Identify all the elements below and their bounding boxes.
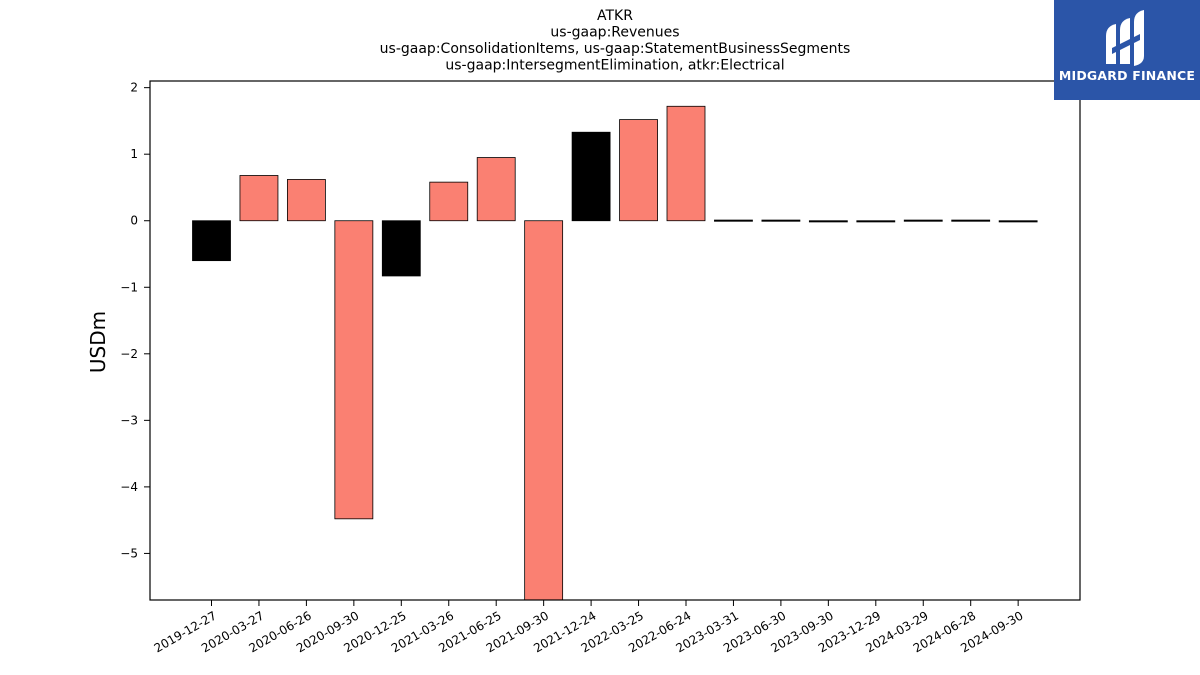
bar-2024-06-28	[951, 219, 991, 222]
plot-frame	[149, 80, 1081, 601]
y-tick-label: −5	[120, 546, 138, 560]
y-axis-label: USDm	[86, 311, 110, 373]
y-tick-label: 1	[130, 147, 138, 161]
bar-2019-12-27	[192, 220, 231, 262]
bar-2024-03-29	[903, 219, 943, 222]
bar-2022-03-25	[619, 119, 658, 222]
bar-2021-09-30	[524, 220, 564, 601]
y-tick-label: −2	[120, 347, 138, 361]
logo-mark-icon	[1106, 10, 1144, 66]
y-tick-label: 2	[130, 81, 138, 95]
bar-2020-09-30	[334, 220, 374, 520]
bar-2023-03-31	[714, 219, 753, 222]
bar-2020-06-26	[286, 179, 326, 222]
title-line: us-gaap:Revenues	[550, 25, 679, 41]
title-line: us-gaap:IntersegmentElimination, atkr:El…	[445, 58, 784, 74]
bar-2020-12-25	[381, 220, 421, 277]
bar-2023-12-29	[856, 220, 896, 223]
y-tick-label: −3	[120, 413, 138, 427]
logo-text: MIDGARD FINANCE	[1058, 68, 1196, 83]
y-tick-label: −4	[120, 480, 138, 494]
bars	[192, 105, 1038, 601]
title-line: ATKR	[597, 8, 633, 24]
bar-2021-06-25	[476, 157, 516, 222]
bar-2023-09-30	[808, 220, 848, 223]
bar-2022-06-24	[666, 105, 706, 222]
bar-2020-03-27	[239, 175, 279, 222]
title-line: us-gaap:ConsolidationItems, us-gaap:Stat…	[380, 41, 851, 57]
y-tick-label: −1	[120, 280, 138, 294]
y-axis: 2 1 0 −1 −2 −3 −4 −5	[120, 81, 150, 560]
bar-2024-09-30	[998, 220, 1038, 223]
bar-2021-12-24	[571, 131, 611, 222]
bar-2023-06-30	[761, 219, 801, 222]
brand-logo: MIDGARD FINANCE	[1054, 0, 1200, 100]
chart-title: ATKRus-gaap:Revenuesus-gaap:Consolidatio…	[380, 8, 851, 74]
bar-2021-03-26	[429, 181, 469, 222]
x-axis: 2019-12-272020-03-272020-06-262020-09-30…	[152, 600, 1026, 655]
y-tick-label: 0	[130, 214, 138, 228]
